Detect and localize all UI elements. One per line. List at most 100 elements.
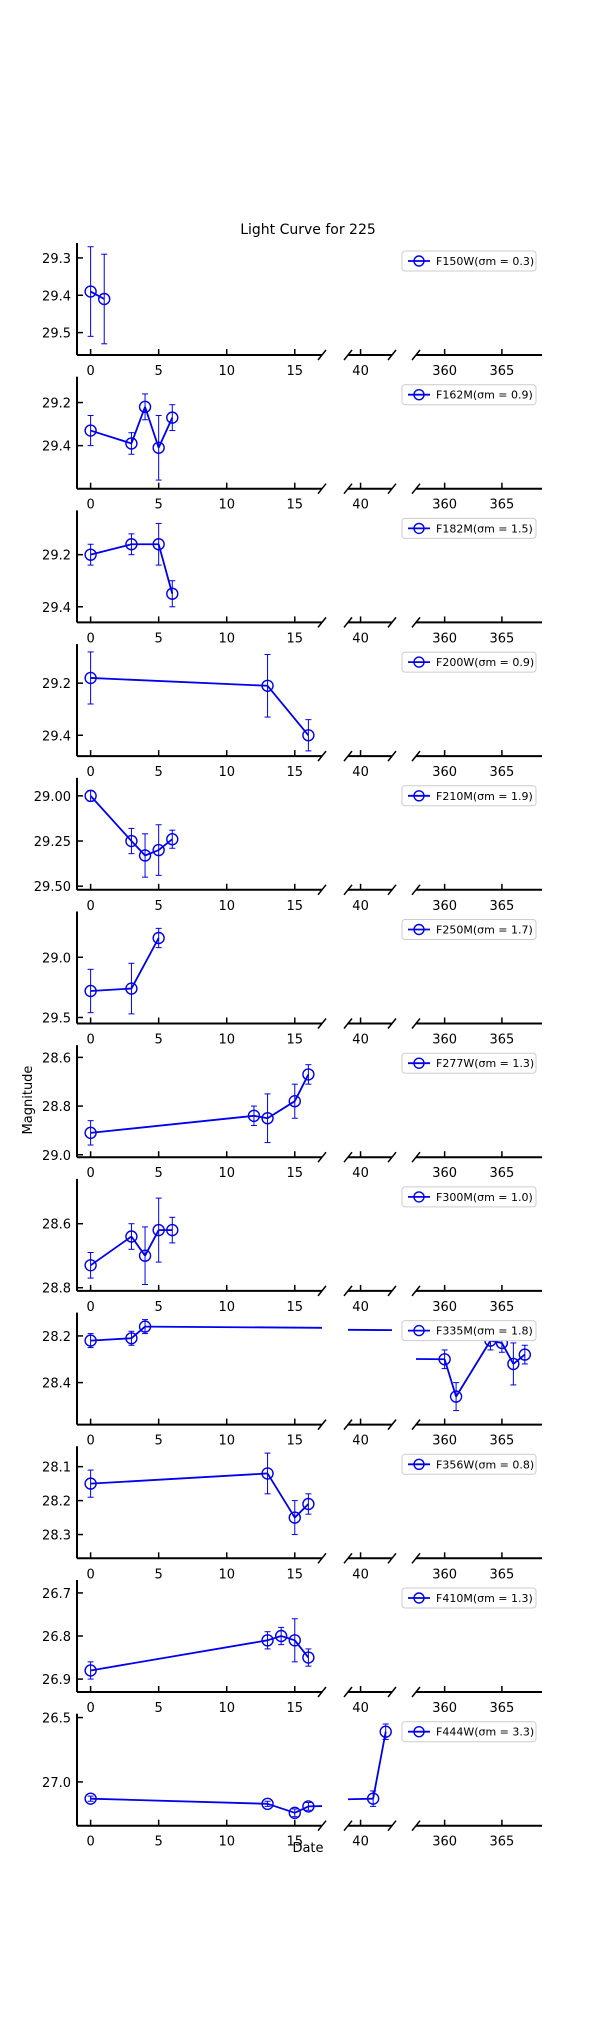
x-tick-label: 5 bbox=[155, 1567, 163, 1582]
x-tick-label: 10 bbox=[218, 765, 235, 780]
x-tick-label: 15 bbox=[287, 1835, 304, 1850]
legend-label: F300M(σm = 1.0) bbox=[436, 1191, 533, 1204]
legend-box bbox=[401, 1587, 537, 1609]
y-tick-label: 29.2 bbox=[42, 677, 71, 692]
x-tick-label: 360 bbox=[432, 631, 457, 646]
y-tick-label: 29.00 bbox=[34, 790, 71, 805]
y-tick-label: 29.4 bbox=[42, 289, 71, 304]
x-tick-label: 10 bbox=[218, 1835, 235, 1850]
y-tick-label: 29.2 bbox=[42, 397, 71, 412]
data-point bbox=[247, 1109, 261, 1123]
x-tick-label: 360 bbox=[432, 899, 457, 914]
x-tick-label: 360 bbox=[432, 1567, 457, 1582]
data-point bbox=[288, 1511, 301, 1524]
axis-break-mark bbox=[317, 349, 327, 361]
x-tick-label: 5 bbox=[155, 1300, 163, 1315]
data-point bbox=[125, 1230, 138, 1243]
series-line bbox=[130, 1325, 146, 1339]
axis-break-mark bbox=[343, 1018, 353, 1029]
x-tick-label: 5 bbox=[155, 1434, 163, 1449]
data-point bbox=[84, 789, 97, 803]
x-tick-label: 0 bbox=[86, 1835, 94, 1850]
legend-marker bbox=[413, 1725, 425, 1738]
axis-break-mark bbox=[387, 1151, 397, 1163]
x-tick-label: 5 bbox=[155, 498, 163, 513]
panel-1: 0 5 10 15 40 360 365 29.2 29.4 F162M(σm = 0.9) bbox=[42, 376, 542, 513]
data-point bbox=[166, 587, 179, 600]
data-point bbox=[261, 1797, 274, 1811]
y-tick-label: 29.4 bbox=[42, 729, 71, 744]
legend-box bbox=[401, 1186, 537, 1208]
x-tick-label: 0 bbox=[86, 765, 94, 780]
legend-box bbox=[401, 384, 537, 406]
series-line bbox=[293, 1074, 310, 1102]
y-tick-label: 26.9 bbox=[42, 1673, 71, 1688]
data-point bbox=[138, 849, 152, 862]
y-tick-label: 29.4 bbox=[42, 601, 71, 616]
x-tick-label: 5 bbox=[155, 1033, 163, 1048]
legend-box bbox=[401, 919, 537, 940]
x-tick-label: 0 bbox=[86, 1701, 94, 1716]
x-tick-label: 10 bbox=[218, 1300, 235, 1315]
data-point bbox=[84, 1477, 97, 1490]
data-point bbox=[138, 400, 152, 414]
panel-8: 0 5 10 15 40 360 365 28.2 28.4 F335M(σm = 1.8) bbox=[42, 1312, 542, 1449]
x-tick-label: 360 bbox=[432, 1835, 457, 1850]
axis-break-mark bbox=[317, 483, 327, 495]
legend-label: F162M(σm = 0.9) bbox=[436, 389, 533, 402]
x-tick-label: 5 bbox=[155, 631, 163, 646]
series-line bbox=[144, 406, 160, 449]
x-tick-label: 365 bbox=[489, 1300, 514, 1315]
legend-label: F182M(σm = 1.5) bbox=[436, 522, 533, 535]
x-tick-label: 10 bbox=[218, 364, 235, 379]
data-point bbox=[449, 1390, 463, 1403]
x-tick-label: 5 bbox=[155, 899, 163, 914]
y-tick-label: 28.6 bbox=[42, 1218, 71, 1233]
axis-break-mark bbox=[343, 1820, 353, 1832]
y-tick-label: 28.8 bbox=[42, 1282, 71, 1297]
legend-marker bbox=[413, 255, 425, 267]
axis-break-mark bbox=[343, 483, 353, 495]
data-point bbox=[84, 548, 97, 561]
series-line bbox=[90, 290, 105, 300]
legend-box bbox=[401, 1453, 537, 1475]
axis-break-mark bbox=[317, 616, 327, 628]
x-tick-label: 15 bbox=[287, 1033, 304, 1048]
axis-break-mark bbox=[343, 349, 353, 361]
legend-label: F210M(σm = 1.9) bbox=[436, 790, 533, 803]
x-tick-label: 5 bbox=[155, 364, 163, 379]
y-tick-label: 29.0 bbox=[42, 1149, 71, 1164]
data-point bbox=[302, 1068, 315, 1081]
series-line bbox=[443, 1359, 457, 1397]
panels: 0 5 10 15 40 360 365 29.3 29.4 29.5 F150W(σm = 0.3… bbox=[34, 243, 542, 1850]
series-line bbox=[90, 543, 132, 556]
y-tick-label: 28.4 bbox=[42, 1377, 71, 1392]
x-tick-label: 0 bbox=[86, 1166, 94, 1181]
x-tick-label: 0 bbox=[86, 631, 94, 646]
y-tick-label: 28.2 bbox=[42, 1330, 71, 1345]
axis-break-mark bbox=[411, 750, 421, 762]
data-point bbox=[379, 1725, 392, 1738]
data-point bbox=[84, 671, 97, 685]
series-line bbox=[266, 1472, 296, 1519]
y-tick-label: 28.2 bbox=[42, 1495, 71, 1510]
data-point bbox=[302, 1497, 315, 1511]
x-tick-label: 360 bbox=[432, 364, 457, 379]
legend-marker bbox=[413, 1324, 425, 1337]
series-line bbox=[512, 1353, 526, 1365]
x-tick-label: 360 bbox=[432, 1434, 457, 1449]
axis-break-mark bbox=[343, 1285, 353, 1297]
x-tick-label: 365 bbox=[489, 364, 514, 379]
series-line bbox=[130, 840, 146, 857]
data-point bbox=[166, 411, 179, 424]
x-tick-label: 5 bbox=[155, 1166, 163, 1181]
series-line bbox=[294, 1503, 310, 1519]
axis-break-mark bbox=[343, 616, 353, 628]
x-tick-label: 40 bbox=[352, 899, 369, 914]
data-point bbox=[438, 1353, 451, 1366]
axis-break-mark bbox=[317, 1419, 327, 1431]
axis-break-mark bbox=[411, 1552, 421, 1564]
series-line bbox=[372, 1731, 387, 1799]
y-tick-label: 29.5 bbox=[42, 327, 71, 342]
y-tick-label: 27.0 bbox=[42, 1776, 71, 1791]
